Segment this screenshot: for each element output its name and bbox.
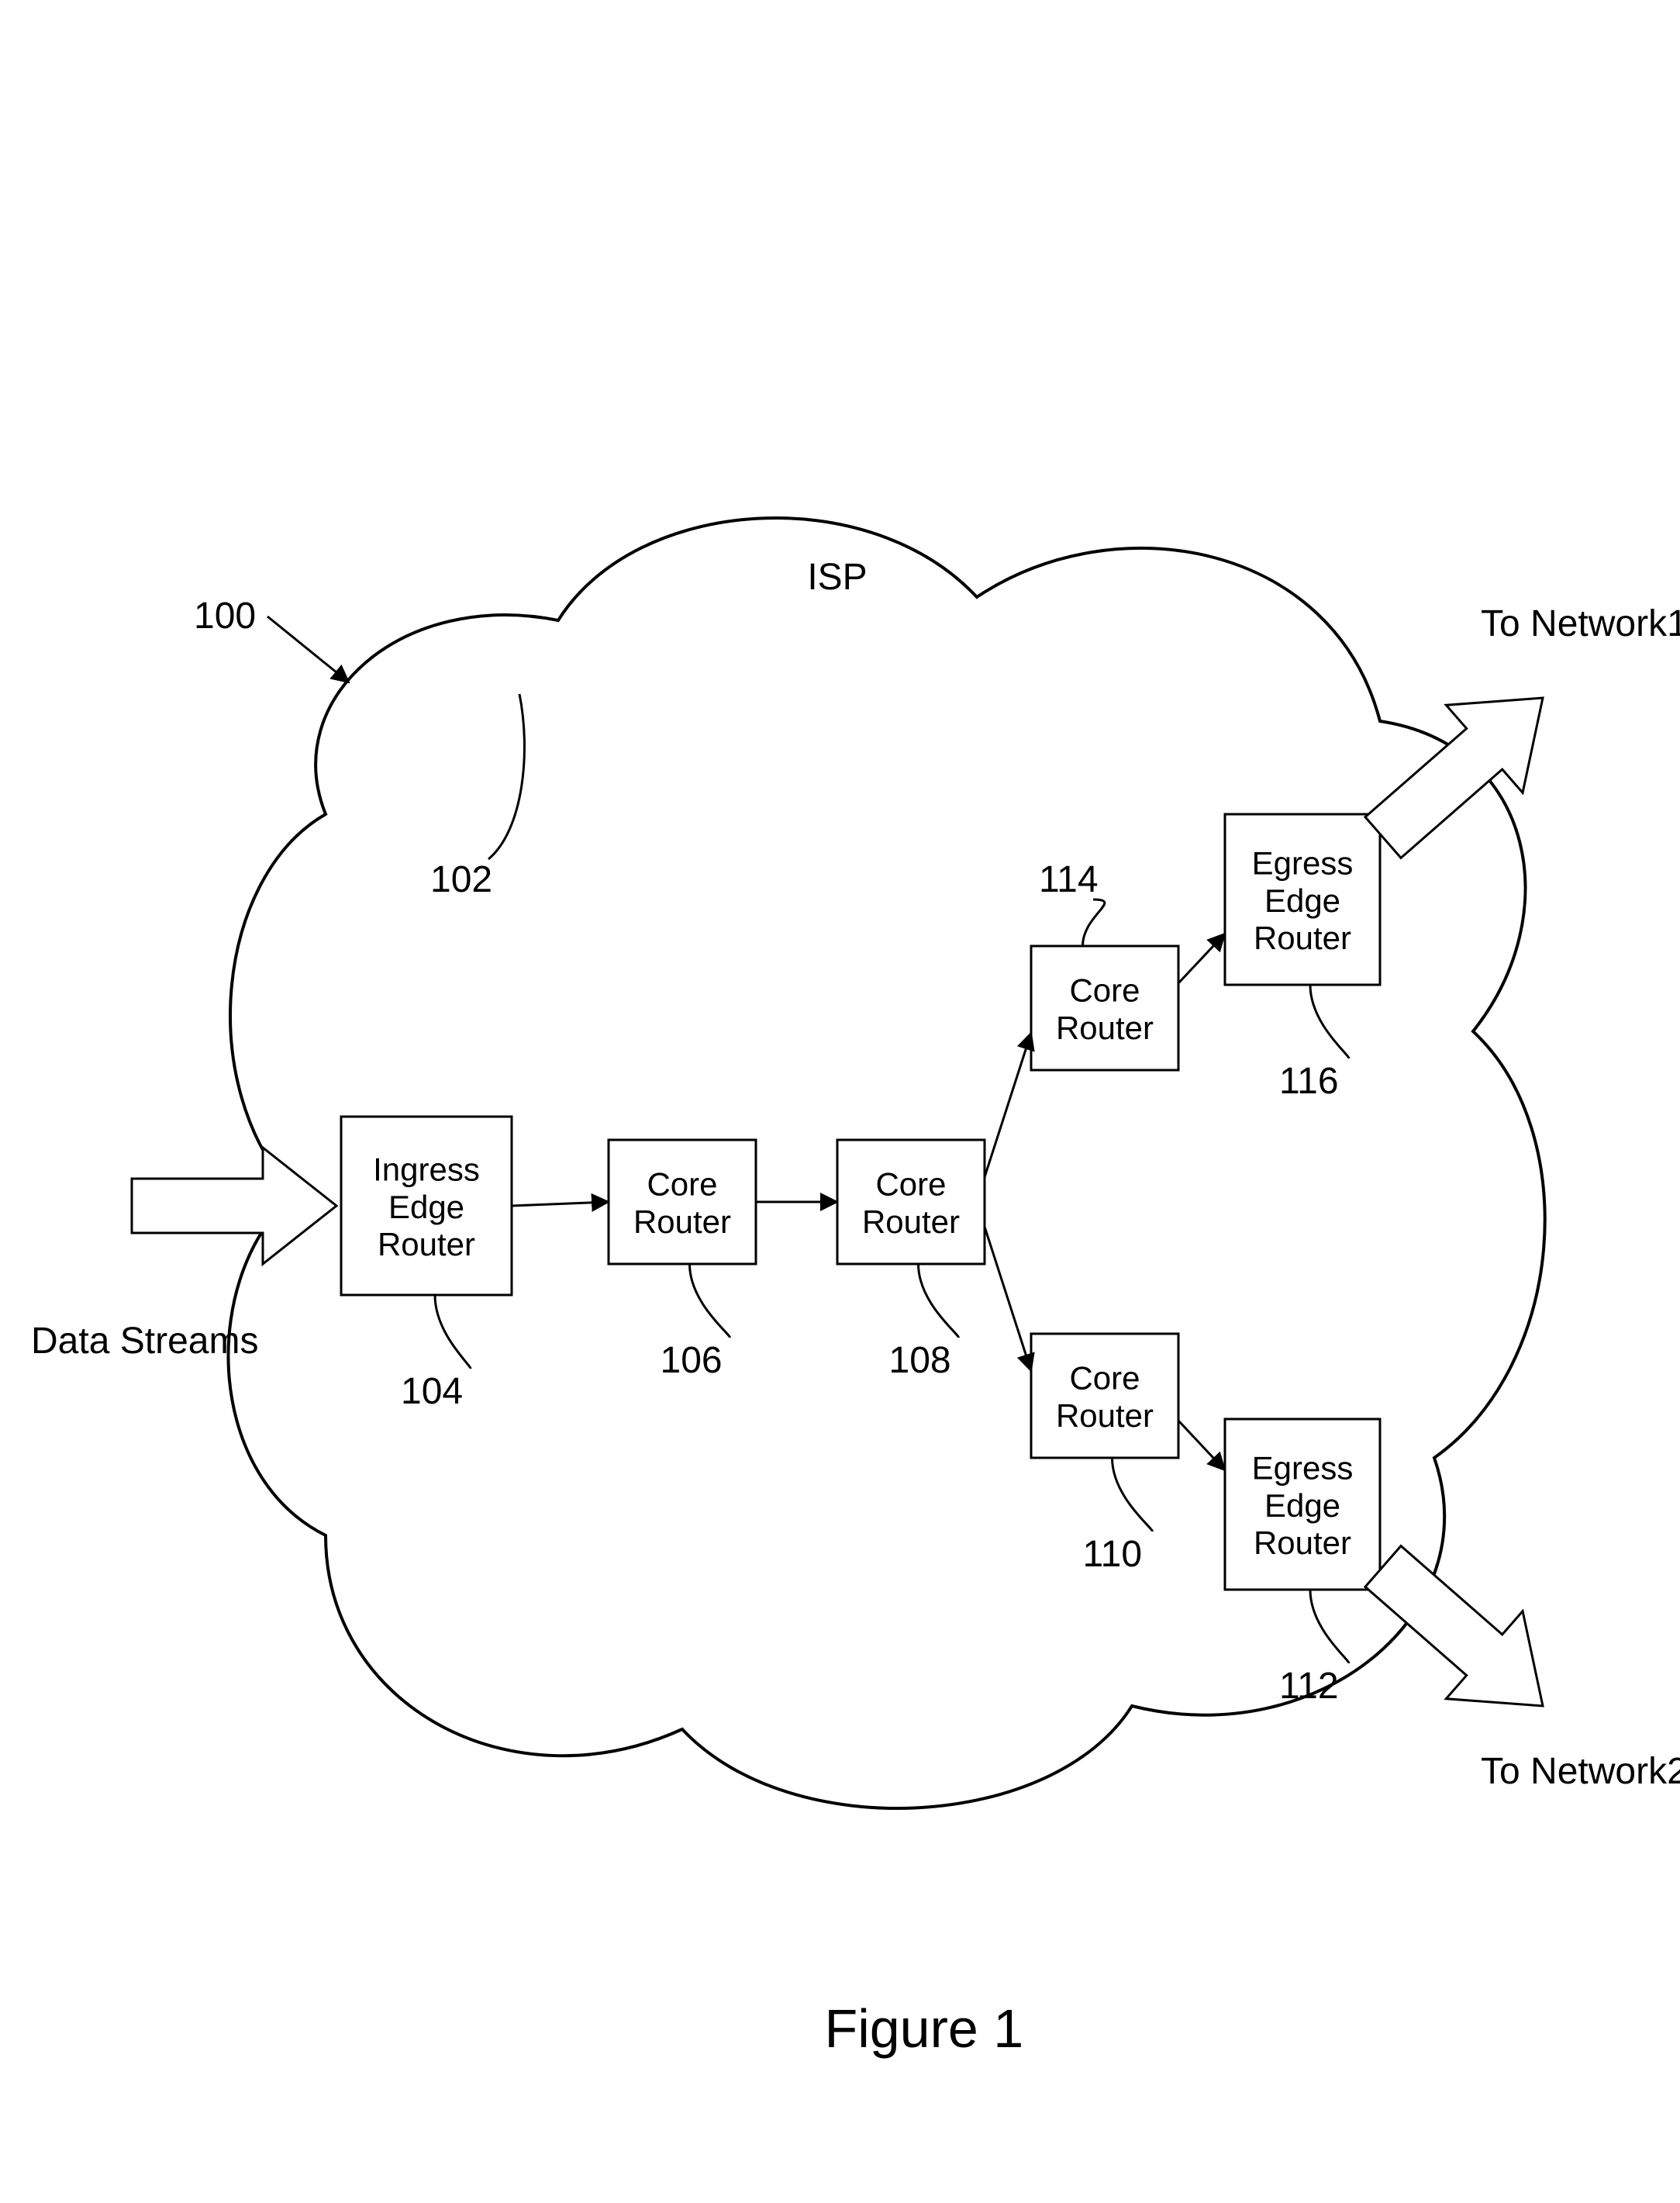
- svg-text:Egress: Egress: [1252, 844, 1354, 881]
- svg-text:116: 116: [1279, 1061, 1339, 1102]
- egress2-node: EgressEdgeRouter: [1225, 1419, 1380, 1590]
- svg-text:Edge: Edge: [388, 1189, 464, 1225]
- svg-text:114: 114: [1039, 859, 1099, 900]
- core4-node: CoreRouter: [1031, 1334, 1178, 1458]
- svg-text:Router: Router: [1056, 1397, 1154, 1434]
- svg-text:Router: Router: [1056, 1010, 1154, 1046]
- input-arrow: [132, 1148, 336, 1264]
- svg-text:106: 106: [661, 1340, 723, 1381]
- svg-text:Core: Core: [875, 1166, 946, 1203]
- svg-text:112: 112: [1279, 1666, 1339, 1707]
- svg-text:Ingress: Ingress: [373, 1151, 480, 1187]
- svg-text:110: 110: [1083, 1534, 1143, 1575]
- svg-text:Core: Core: [1069, 1360, 1140, 1397]
- figure-ref-100: 100: [194, 596, 256, 637]
- egress1-node: EgressEdgeRouter: [1225, 814, 1380, 985]
- figure-ref-100-leader: [267, 616, 349, 682]
- svg-text:Egress: Egress: [1252, 1449, 1354, 1486]
- cloud-ref-102: 102: [430, 859, 492, 900]
- core1-node: CoreRouter: [609, 1140, 756, 1264]
- output-label-2: To Network2: [1481, 1751, 1680, 1792]
- core3-node: CoreRouter: [1031, 946, 1178, 1070]
- input-label: Data Streams: [31, 1321, 258, 1362]
- svg-text:Router: Router: [378, 1226, 475, 1262]
- ingress-node: IngressEdgeRouter: [341, 1117, 512, 1295]
- cloud-label: ISP: [807, 557, 867, 598]
- output-arrow-2: [1365, 1546, 1543, 1706]
- figure-caption: Figure 1: [824, 1998, 1023, 2059]
- svg-text:Router: Router: [862, 1203, 960, 1240]
- svg-text:108: 108: [889, 1340, 951, 1381]
- svg-text:Edge: Edge: [1264, 882, 1340, 919]
- svg-text:Edge: Edge: [1264, 1487, 1340, 1524]
- edge-core2-core3: [985, 1033, 1031, 1177]
- output-label-1: To Network1: [1481, 603, 1680, 644]
- edge-core4-egress2: [1178, 1421, 1225, 1470]
- cloud-ref-102-leader: [488, 694, 525, 859]
- svg-text:Router: Router: [1254, 1524, 1351, 1561]
- svg-text:Core: Core: [647, 1166, 717, 1203]
- edge-ingress-core1: [512, 1202, 609, 1206]
- svg-text:Router: Router: [633, 1203, 731, 1240]
- svg-text:Router: Router: [1254, 920, 1351, 956]
- svg-text:Core: Core: [1069, 972, 1140, 1009]
- svg-text:104: 104: [401, 1371, 463, 1412]
- edge-core3-egress1: [1178, 934, 1225, 983]
- core2-node: CoreRouter: [837, 1140, 985, 1264]
- edge-core2-core4: [985, 1227, 1031, 1371]
